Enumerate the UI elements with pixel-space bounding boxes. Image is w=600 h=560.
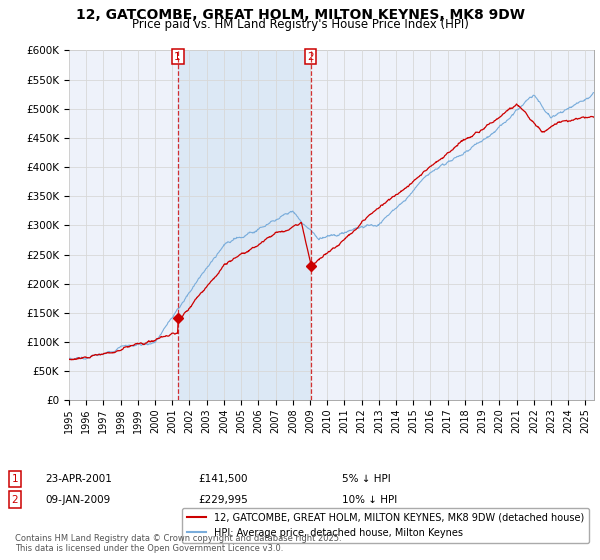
Text: 2: 2 — [11, 494, 19, 505]
Text: 12, GATCOMBE, GREAT HOLM, MILTON KEYNES, MK8 9DW: 12, GATCOMBE, GREAT HOLM, MILTON KEYNES,… — [76, 8, 524, 22]
Legend: 12, GATCOMBE, GREAT HOLM, MILTON KEYNES, MK8 9DW (detached house), HPI: Average : 12, GATCOMBE, GREAT HOLM, MILTON KEYNES,… — [182, 508, 589, 543]
Text: Price paid vs. HM Land Registry's House Price Index (HPI): Price paid vs. HM Land Registry's House … — [131, 18, 469, 31]
Text: 2: 2 — [307, 52, 314, 62]
Text: 23-APR-2001: 23-APR-2001 — [45, 474, 112, 484]
Text: £229,995: £229,995 — [198, 494, 248, 505]
Text: 5% ↓ HPI: 5% ↓ HPI — [342, 474, 391, 484]
Text: 1: 1 — [175, 52, 181, 62]
Bar — [178, 50, 310, 400]
Text: Contains HM Land Registry data © Crown copyright and database right 2025.
This d: Contains HM Land Registry data © Crown c… — [15, 534, 341, 553]
Text: 1: 1 — [11, 474, 19, 484]
Text: 10% ↓ HPI: 10% ↓ HPI — [342, 494, 397, 505]
Text: £141,500: £141,500 — [198, 474, 248, 484]
Text: 09-JAN-2009: 09-JAN-2009 — [45, 494, 110, 505]
